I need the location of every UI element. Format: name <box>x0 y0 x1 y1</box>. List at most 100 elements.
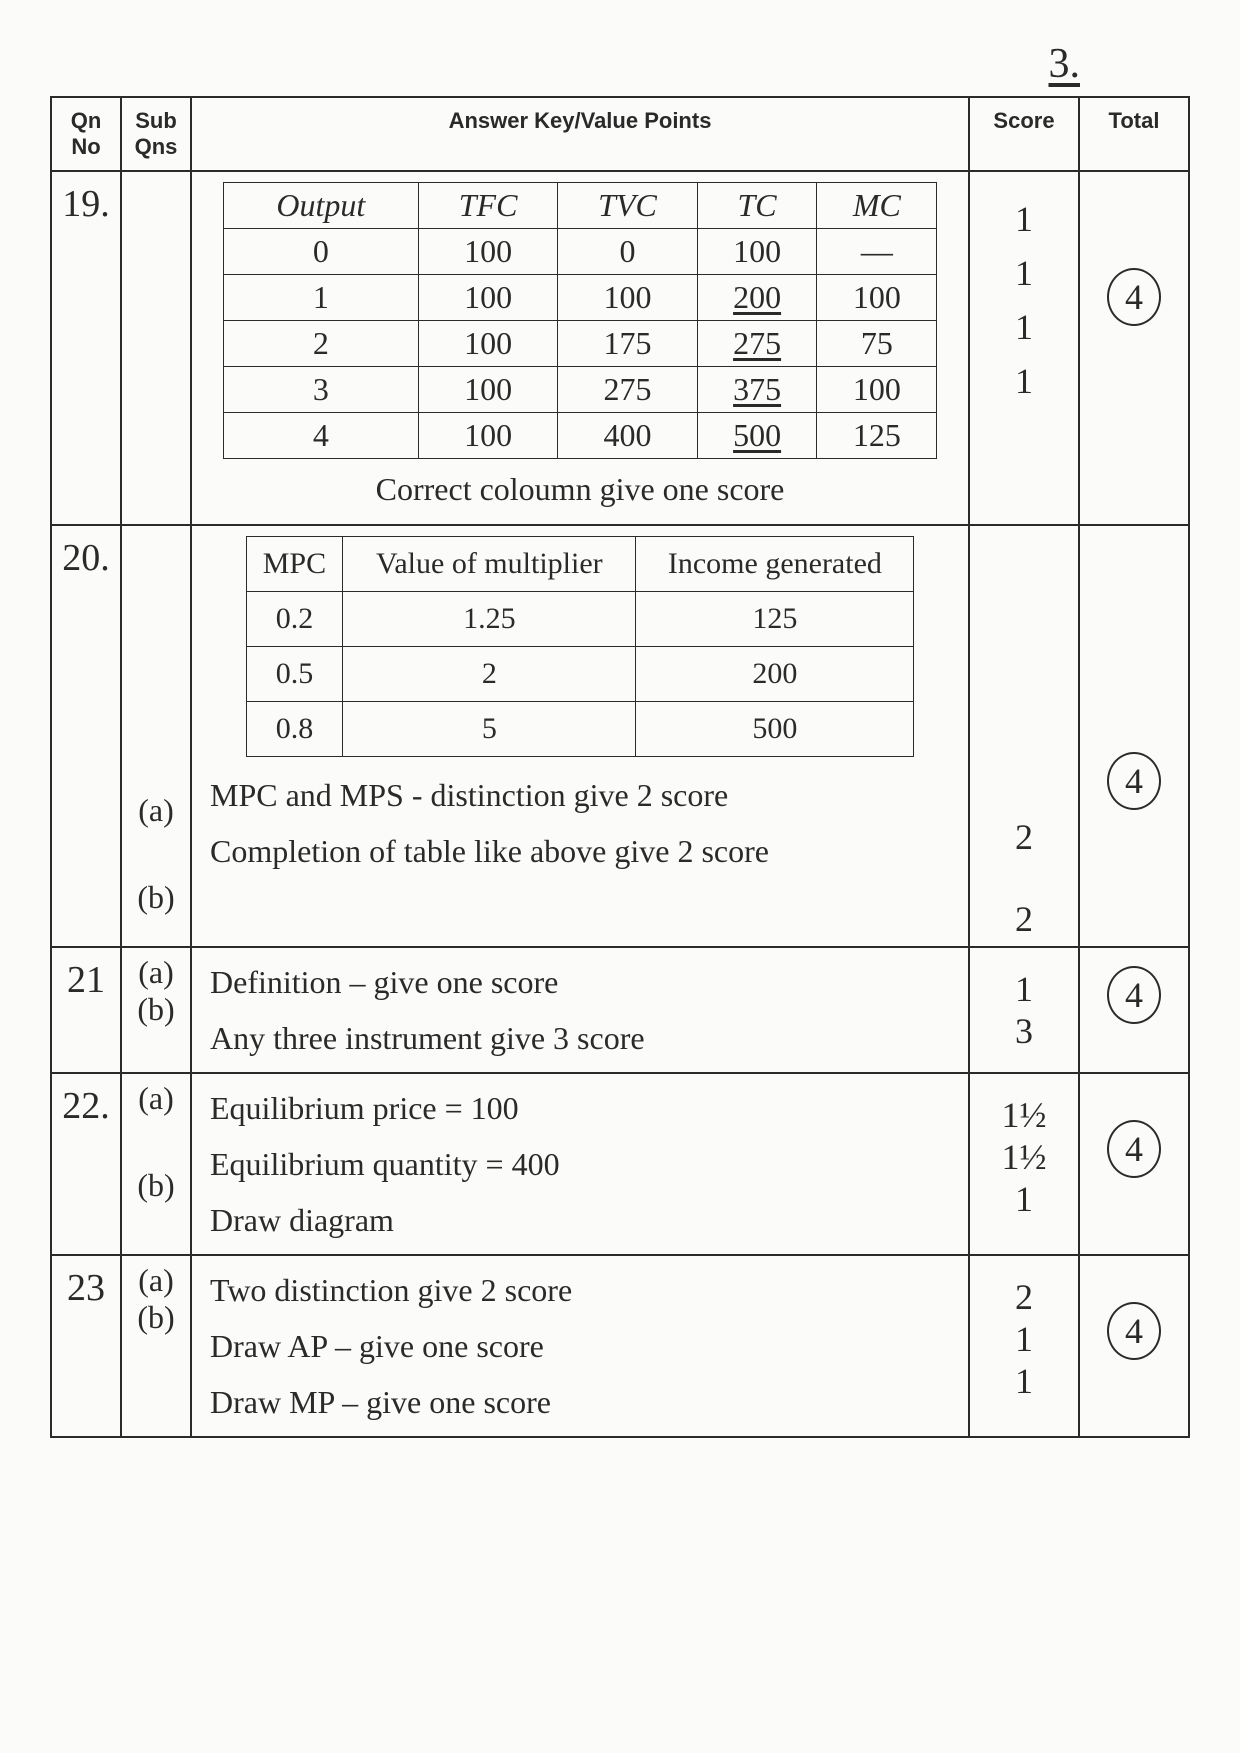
cost-cell: — <box>817 229 937 275</box>
mpc-cell: 2 <box>343 647 636 702</box>
mpc-cell: 0.8 <box>246 702 343 757</box>
total-cell: 4 <box>1079 947 1189 1073</box>
sub-label: (b) <box>130 879 182 916</box>
total-value: 4 <box>1107 966 1161 1024</box>
sub-label: (a) <box>130 1080 182 1117</box>
cost-cell: 100 <box>697 229 817 275</box>
score-value: 1 <box>978 246 1070 300</box>
cost-cell: 75 <box>817 321 937 367</box>
cost-cell: 100 <box>418 229 557 275</box>
cost-header: Output <box>223 183 418 229</box>
score-cell: 1 3 <box>969 947 1079 1073</box>
table-row: 23 (a) (b) Two distinction give 2 score … <box>51 1255 1189 1437</box>
score-value: 1 <box>978 1360 1070 1402</box>
cost-cell: 3 <box>223 367 418 413</box>
sub-label: (a) <box>130 792 182 829</box>
mpc-header: MPC <box>246 537 343 592</box>
answer-text: MPC and MPS - distinction give 2 score <box>200 767 960 823</box>
answer-text: Equilibrium quantity = 400 <box>200 1136 960 1192</box>
header-score: Score <box>969 97 1079 171</box>
mpc-cell: 125 <box>636 592 914 647</box>
answer-text: Two distinction give 2 score <box>200 1262 960 1318</box>
cost-table: Output TFC TVC TC MC 0 100 0 100 — 1 <box>223 182 937 459</box>
header-sub: Sub Qns <box>121 97 191 171</box>
total-value: 4 <box>1107 1302 1161 1360</box>
answer-text: Equilibrium price = 100 <box>200 1080 960 1136</box>
sub-cell: (a) (b) <box>121 947 191 1073</box>
header-ans: Answer Key/Value Points <box>191 97 969 171</box>
score-value: 2 <box>978 898 1070 940</box>
sub-cell: (a) (b) <box>121 1073 191 1255</box>
answer-cell: Output TFC TVC TC MC 0 100 0 100 — 1 <box>191 171 969 525</box>
answer-cell: Two distinction give 2 score Draw AP – g… <box>191 1255 969 1437</box>
header-qn: Qn No <box>51 97 121 171</box>
score-cell: 1½ 1½ 1 <box>969 1073 1079 1255</box>
cost-cell: 500 <box>697 413 817 459</box>
cost-cell: 100 <box>418 321 557 367</box>
score-value: 2 <box>978 816 1070 858</box>
cost-cell: 0 <box>223 229 418 275</box>
score-value: 1½ <box>978 1094 1070 1136</box>
table-row: 22. (a) (b) Equilibrium price = 100 Equi… <box>51 1073 1189 1255</box>
cost-cell: 100 <box>418 275 557 321</box>
cost-cell: 100 <box>817 367 937 413</box>
answer-cell: MPC Value of multiplier Income generated… <box>191 525 969 947</box>
qn-number: 22. <box>51 1073 121 1255</box>
score-value: 1 <box>978 1178 1070 1220</box>
cost-cell: 375 <box>697 367 817 413</box>
answer-text: Draw MP – give one score <box>200 1374 960 1430</box>
score-value: 1 <box>978 1318 1070 1360</box>
cost-cell: 125 <box>817 413 937 459</box>
score-value: 3 <box>978 1010 1070 1052</box>
total-cell: 4 <box>1079 1255 1189 1437</box>
cost-cell: 1 <box>223 275 418 321</box>
answer-text: Draw diagram <box>200 1192 960 1248</box>
sub-label: (a) <box>130 954 182 991</box>
total-value: 4 <box>1107 752 1161 810</box>
page-number: 3. <box>50 40 1190 88</box>
table-row: 19. Output TFC TVC TC MC 0 100 0 100 <box>51 171 1189 525</box>
cost-cell: 100 <box>558 275 697 321</box>
cost-cell: 200 <box>697 275 817 321</box>
score-value: 1 <box>978 300 1070 354</box>
cost-header: TC <box>697 183 817 229</box>
mpc-cell: 0.2 <box>246 592 343 647</box>
cost-cell: 400 <box>558 413 697 459</box>
cost-cell: 100 <box>418 413 557 459</box>
total-cell: 4 <box>1079 1073 1189 1255</box>
qn-number: 20. <box>51 525 121 947</box>
mpc-cell: 500 <box>636 702 914 757</box>
score-cell: 1 1 1 1 <box>969 171 1079 525</box>
cost-cell: 275 <box>697 321 817 367</box>
sub-label: (a) <box>130 1262 182 1299</box>
answer-text: Any three instrument give 3 score <box>200 1010 960 1066</box>
qn-number: 19. <box>51 171 121 525</box>
qn-number: 21 <box>51 947 121 1073</box>
score-value: 1 <box>978 968 1070 1010</box>
sub-cell: (a) (b) <box>121 525 191 947</box>
cost-cell: 275 <box>558 367 697 413</box>
note-text: Correct coloumn give one score <box>200 465 960 518</box>
cost-header: MC <box>817 183 937 229</box>
cost-cell: 0 <box>558 229 697 275</box>
mpc-table: MPC Value of multiplier Income generated… <box>246 536 915 757</box>
mpc-header: Income generated <box>636 537 914 592</box>
answer-text: Definition – give one score <box>200 954 960 1010</box>
total-cell: 4 <box>1079 525 1189 947</box>
cost-cell: 100 <box>817 275 937 321</box>
sub-label: (b) <box>130 991 182 1028</box>
cost-cell: 175 <box>558 321 697 367</box>
mpc-cell: 5 <box>343 702 636 757</box>
mpc-header: Value of multiplier <box>343 537 636 592</box>
mpc-cell: 0.5 <box>246 647 343 702</box>
score-cell: 2 2 <box>969 525 1079 947</box>
cost-header: TFC <box>418 183 557 229</box>
sub-cell <box>121 171 191 525</box>
qn-number: 23 <box>51 1255 121 1437</box>
sub-cell: (a) (b) <box>121 1255 191 1437</box>
answer-cell: Equilibrium price = 100 Equilibrium quan… <box>191 1073 969 1255</box>
score-value: 1½ <box>978 1136 1070 1178</box>
score-cell: 2 1 1 <box>969 1255 1079 1437</box>
score-value: 1 <box>978 354 1070 408</box>
sub-label: (b) <box>130 1167 182 1204</box>
